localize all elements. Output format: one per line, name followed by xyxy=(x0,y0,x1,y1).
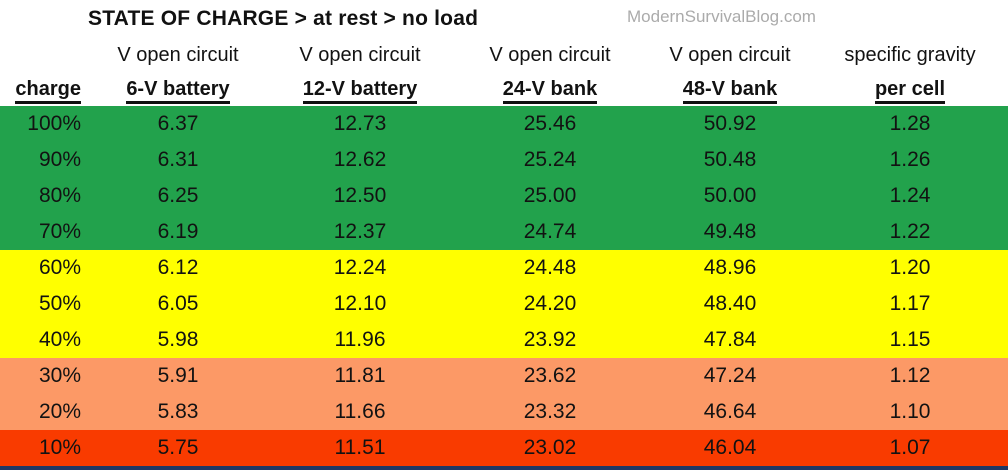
value-cell-24v: 23.62 xyxy=(523,364,577,387)
value-cell-24v: 23.92 xyxy=(523,328,577,351)
value-cell-48v: 48.96 xyxy=(703,256,757,279)
value-cell-24v: 23.02 xyxy=(523,436,577,459)
column-header-voc-48v: V open circuit xyxy=(669,43,791,66)
charge-cell: 70% xyxy=(38,220,81,243)
bottom-edge-bar xyxy=(0,466,1008,470)
value-cell-6v: 6.37 xyxy=(157,112,199,135)
value-cell-6v: 5.98 xyxy=(157,328,199,351)
value-cell-24v: 24.20 xyxy=(523,292,577,315)
column-header-24v-bank: 24-V bank xyxy=(452,77,648,104)
column-header-voc-6v: V open circuit xyxy=(117,43,239,66)
charge-cell: 50% xyxy=(38,292,81,315)
value-cell-24v: 23.32 xyxy=(523,400,577,423)
header-row-labels: charge 6-V battery 12-V battery 24-V ban… xyxy=(0,72,1008,106)
table-row-20: 20% 5.83 11.66 23.32 46.64 1.10 xyxy=(0,394,1008,430)
value-cell-48v: 47.84 xyxy=(703,328,757,351)
value-cell-12v: 12.10 xyxy=(333,292,387,315)
table-row-100: 100% 6.37 12.73 25.46 50.92 1.28 xyxy=(0,106,1008,142)
value-cell-48v: 50.00 xyxy=(703,184,757,207)
value-cell-12v: 11.96 xyxy=(334,328,386,351)
value-cell-12v: 12.37 xyxy=(333,220,387,243)
value-cell-12v: 12.73 xyxy=(333,112,387,135)
value-cell-sg: 1.17 xyxy=(889,292,931,315)
charge-cell: 30% xyxy=(38,364,81,387)
value-cell-6v: 5.91 xyxy=(157,364,199,387)
value-cell-48v: 48.40 xyxy=(703,292,757,315)
value-cell-12v: 11.81 xyxy=(334,364,386,387)
table-row-30: 30% 5.91 11.81 23.62 47.24 1.12 xyxy=(0,358,1008,394)
value-cell-6v: 6.25 xyxy=(157,184,199,207)
value-cell-24v: 24.74 xyxy=(523,220,577,243)
value-cell-sg: 1.07 xyxy=(889,436,931,459)
value-cell-24v: 24.48 xyxy=(523,256,577,279)
charge-cell: 20% xyxy=(38,400,81,423)
value-cell-12v: 12.62 xyxy=(333,148,387,171)
value-cell-6v: 6.05 xyxy=(157,292,199,315)
value-cell-sg: 1.26 xyxy=(889,148,931,171)
column-header-voc-12v: V open circuit xyxy=(299,43,421,66)
table-row-10: 10% 5.75 11.51 23.02 46.04 1.07 xyxy=(0,430,1008,466)
table-row-60: 60% 6.12 12.24 24.48 48.96 1.20 xyxy=(0,250,1008,286)
value-cell-48v: 49.48 xyxy=(703,220,757,243)
value-cell-sg: 1.28 xyxy=(889,112,931,135)
value-cell-48v: 50.48 xyxy=(703,148,757,171)
charge-cell: 100% xyxy=(27,112,81,135)
value-cell-24v: 25.24 xyxy=(523,148,577,171)
table-row-90: 90% 6.31 12.62 25.24 50.48 1.26 xyxy=(0,142,1008,178)
charge-cell: 90% xyxy=(38,148,81,171)
value-cell-sg: 1.10 xyxy=(889,400,931,423)
table-row-50: 50% 6.05 12.10 24.20 48.40 1.17 xyxy=(0,286,1008,322)
column-header-48v-bank: 48-V bank xyxy=(648,77,812,104)
value-cell-12v: 12.50 xyxy=(333,184,387,207)
column-header-charge: charge xyxy=(0,77,88,104)
value-cell-48v: 46.04 xyxy=(703,436,757,459)
value-cell-6v: 6.12 xyxy=(157,256,199,279)
value-cell-sg: 1.24 xyxy=(889,184,931,207)
column-header-per-cell: per cell xyxy=(812,77,1008,104)
value-cell-sg: 1.15 xyxy=(889,328,931,351)
value-cell-6v: 6.31 xyxy=(157,148,199,171)
value-cell-6v: 6.19 xyxy=(157,220,199,243)
charge-cell: 40% xyxy=(38,328,81,351)
table-row-70: 70% 6.19 12.37 24.74 49.48 1.22 xyxy=(0,214,1008,250)
value-cell-sg: 1.20 xyxy=(889,256,931,279)
value-cell-48v: 47.24 xyxy=(703,364,757,387)
column-header-6v-battery: 6-V battery xyxy=(88,77,268,104)
watermark: ModernSurvivalBlog.com xyxy=(627,7,816,26)
page-title: STATE OF CHARGE > at rest > no load xyxy=(88,7,479,30)
value-cell-12v: 12.24 xyxy=(333,256,387,279)
table-row-80: 80% 6.25 12.50 25.00 50.00 1.24 xyxy=(0,178,1008,214)
value-cell-sg: 1.12 xyxy=(889,364,931,387)
value-cell-48v: 46.64 xyxy=(703,400,757,423)
value-cell-48v: 50.92 xyxy=(703,112,757,135)
value-cell-12v: 11.66 xyxy=(334,400,386,423)
value-cell-6v: 5.75 xyxy=(157,436,199,459)
charge-cell: 60% xyxy=(38,256,81,279)
column-header-voc-24v: V open circuit xyxy=(489,43,611,66)
value-cell-24v: 25.46 xyxy=(523,112,577,135)
value-cell-6v: 5.83 xyxy=(157,400,199,423)
header-row-units: V open circuit V open circuit V open cir… xyxy=(0,38,1008,72)
column-header-specific-gravity: specific gravity xyxy=(844,43,976,66)
table-row-40: 40% 5.98 11.96 23.92 47.84 1.15 xyxy=(0,322,1008,358)
value-cell-sg: 1.22 xyxy=(889,220,931,243)
value-cell-12v: 11.51 xyxy=(334,436,386,459)
title-band: STATE OF CHARGE > at rest > no load Mode… xyxy=(0,0,1008,38)
value-cell-24v: 25.00 xyxy=(523,184,577,207)
charge-cell: 10% xyxy=(38,436,81,459)
charge-cell: 80% xyxy=(38,184,81,207)
column-header-12v-battery: 12-V battery xyxy=(268,77,452,104)
